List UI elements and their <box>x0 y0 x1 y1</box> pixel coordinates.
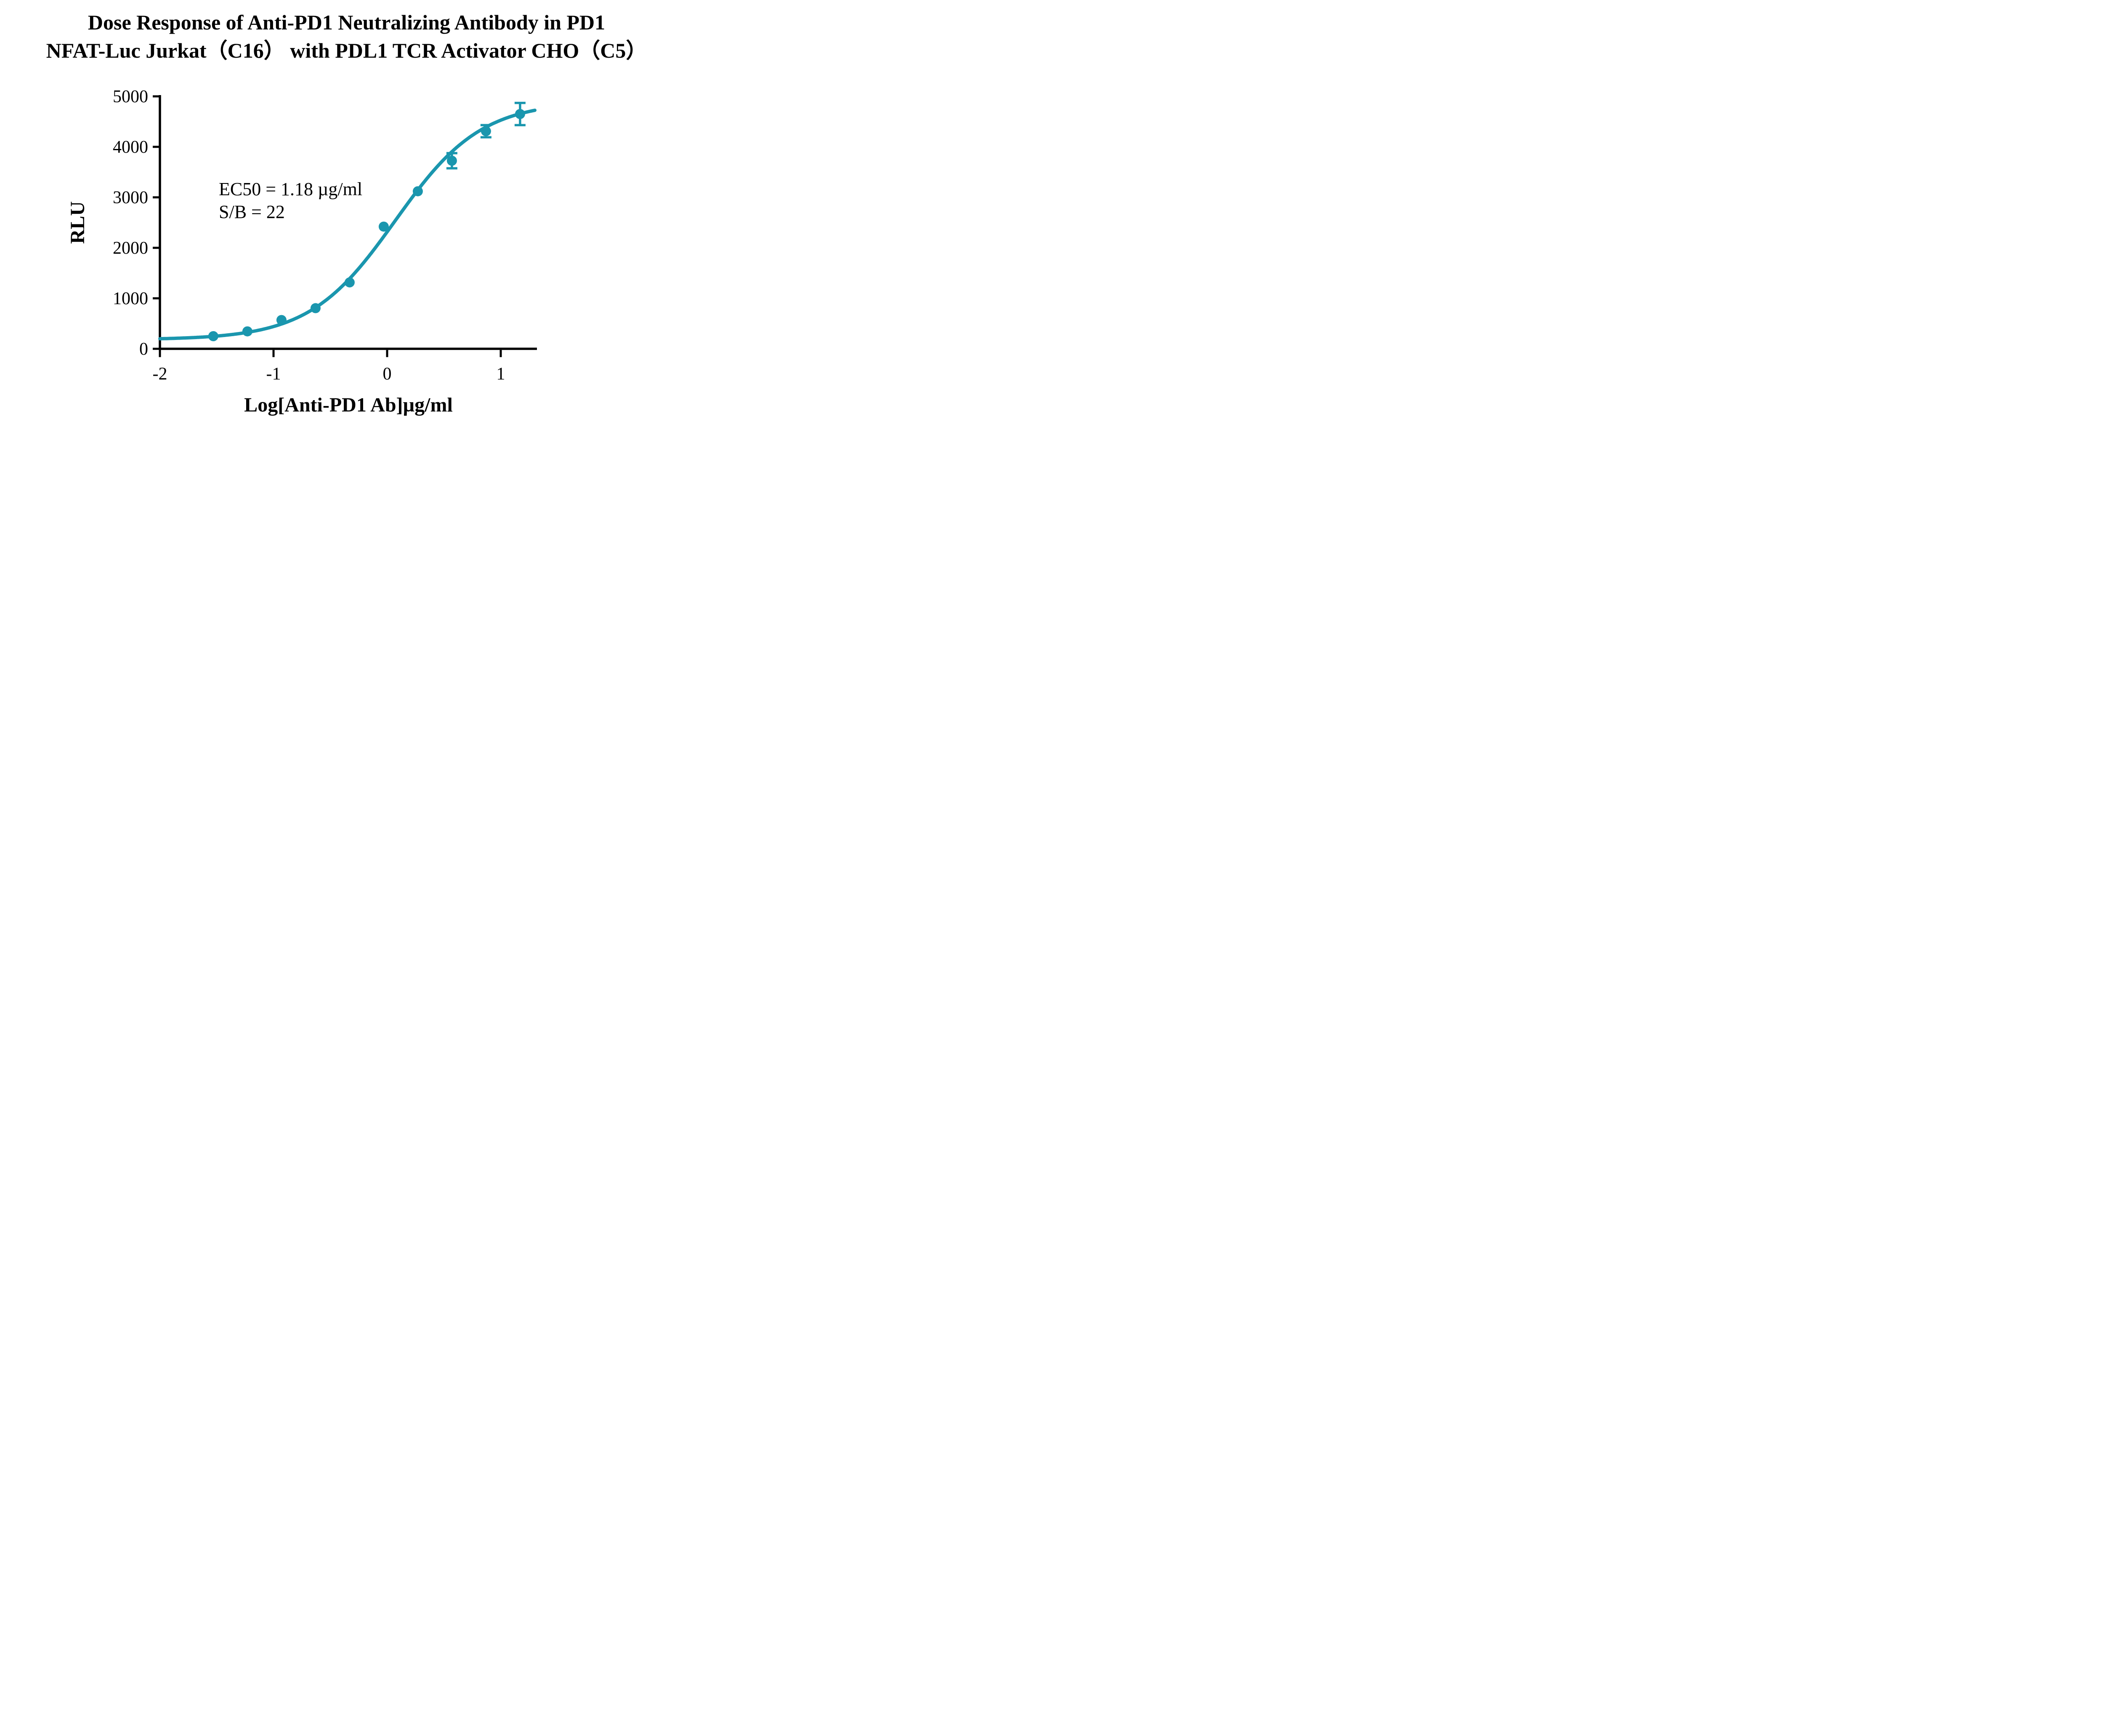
data-point <box>446 156 457 166</box>
dose-response-fit-curve <box>158 109 537 341</box>
x-tick-label: -1 <box>266 364 281 384</box>
y-tick-label: 4000 <box>113 138 148 157</box>
data-point <box>378 221 389 232</box>
x-tick-label: 0 <box>383 364 392 384</box>
x-axis-tick-labels: -2 -1 0 1 <box>153 364 505 384</box>
data-point <box>412 186 423 196</box>
y-axis-ticks <box>153 95 160 350</box>
x-tick-label: -2 <box>153 364 167 384</box>
y-axis-title: RLU <box>66 201 89 244</box>
y-tick-label: 0 <box>139 340 148 359</box>
data-point <box>310 303 321 313</box>
signal-to-background-annotation: S/B = 22 <box>219 202 285 222</box>
chart-title-line-1: Dose Response of Anti-PD1 Neutralizing A… <box>88 11 606 34</box>
x-tick-label: 1 <box>497 364 505 384</box>
data-point <box>481 126 491 136</box>
data-point <box>242 326 252 337</box>
y-tick-label: 2000 <box>113 239 148 258</box>
data-point <box>344 277 355 288</box>
data-point <box>276 315 287 325</box>
y-axis-tick-labels: 0 1000 2000 3000 4000 5000 <box>113 87 148 359</box>
y-tick-label: 1000 <box>113 289 148 308</box>
chart-title: Dose Response of Anti-PD1 Neutralizing A… <box>0 8 693 65</box>
dose-response-plot: 0 1000 2000 3000 4000 5000 -2 -1 0 1 RLU Log[Ant… <box>66 87 537 416</box>
data-point <box>515 109 525 119</box>
y-tick-label: 3000 <box>113 188 148 207</box>
x-axis-ticks <box>159 350 502 357</box>
x-axis-title: Log[Anti-PD1 Ab]µg/ml <box>244 394 453 416</box>
ec50-annotation: EC50 = 1.18 µg/ml <box>219 179 362 199</box>
data-points <box>208 109 525 341</box>
data-point <box>208 331 218 341</box>
y-tick-label: 5000 <box>113 87 148 106</box>
chart-title-line-2: NFAT-Luc Jurkat（C16） with PDL1 TCR Activ… <box>46 39 647 62</box>
